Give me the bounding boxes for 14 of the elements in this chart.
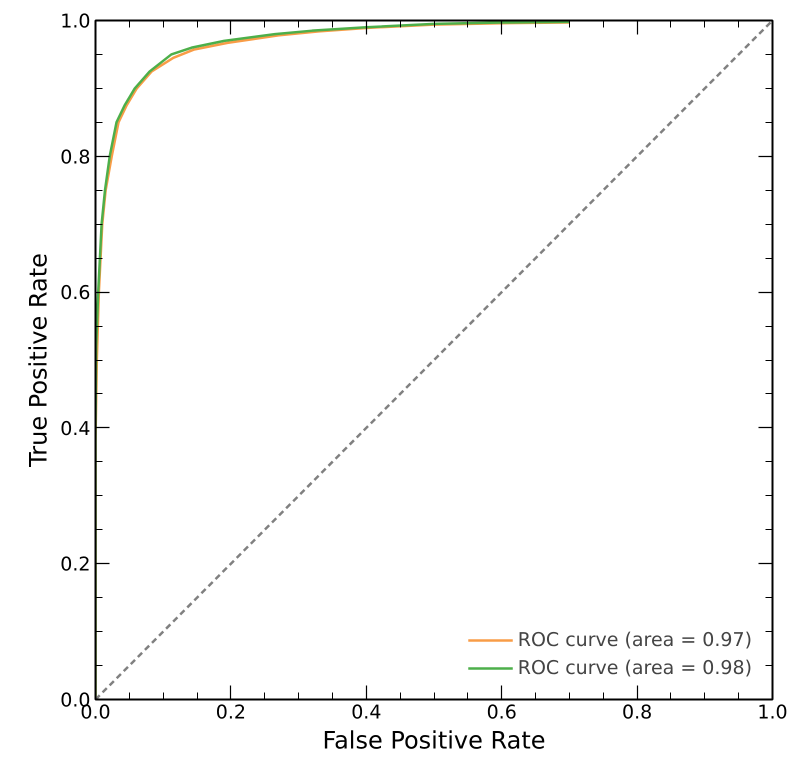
- y-axis-title: True Positive Rate: [24, 253, 52, 468]
- legend-label: ROC curve (area = 0.97): [518, 629, 752, 651]
- x-tick-label: 0.6: [486, 702, 517, 724]
- x-tick-label: 0.8: [622, 702, 652, 724]
- x-tick-label: 0.4: [351, 702, 382, 724]
- x-tick-label: 0.2: [216, 702, 246, 724]
- x-axis-title: False Positive Rate: [322, 726, 546, 754]
- y-tick-label: 0.4: [60, 418, 90, 440]
- y-tick-label: 1.0: [60, 10, 90, 32]
- legend-label: ROC curve (area = 0.98): [518, 657, 752, 679]
- y-tick-label: 0.2: [60, 554, 90, 576]
- x-tick-label: 1.0: [757, 702, 788, 724]
- y-tick-label: 0.8: [60, 146, 90, 168]
- y-tick-label: 0.6: [60, 282, 90, 304]
